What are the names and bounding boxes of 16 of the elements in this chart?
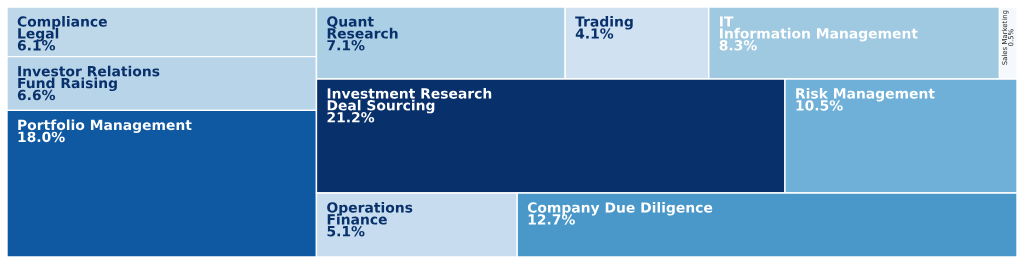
data-label: 6.6% [17, 89, 56, 101]
data-label: 21.2% [327, 112, 375, 123]
data-label: 7.1% [327, 39, 365, 51]
data-label: 6.1% [17, 40, 56, 51]
data-label: 10.5% [796, 100, 843, 111]
data-label: 18.0% [18, 131, 65, 143]
data-label: 5.1% [327, 225, 365, 237]
data-label: 4.1% [575, 28, 614, 39]
data-label: 12.7% [528, 214, 575, 225]
category-label: Trading [575, 16, 633, 30]
data-label: 8.3% [719, 40, 757, 51]
category-label: Quant Research [327, 16, 398, 39]
category-label: Operations Finance [327, 201, 413, 225]
category-label: Company Due Diligence [527, 201, 713, 216]
category-label: Portfolio Management [18, 119, 192, 133]
category-label: Compliance Legal [17, 16, 107, 42]
